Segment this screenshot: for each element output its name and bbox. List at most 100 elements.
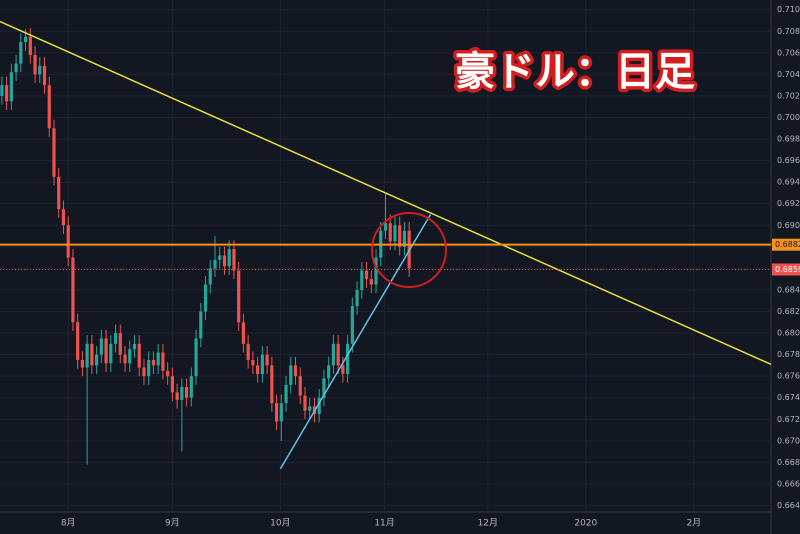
candle-body xyxy=(71,257,75,323)
candle-body xyxy=(355,289,359,307)
candle-body xyxy=(199,311,203,339)
candle-body xyxy=(113,333,118,344)
candle-body xyxy=(350,306,354,344)
candle-body xyxy=(237,270,241,323)
candle-body xyxy=(14,63,18,73)
candle-body xyxy=(175,392,179,400)
candle-body xyxy=(270,365,274,404)
candle-body xyxy=(293,365,298,377)
candle-body xyxy=(383,223,388,231)
candle-body xyxy=(109,343,113,364)
candle-body xyxy=(95,354,99,366)
candle-body xyxy=(360,270,364,290)
candle-body xyxy=(298,376,302,396)
candle-body xyxy=(99,338,103,355)
candle-body xyxy=(42,65,47,86)
candle-body xyxy=(227,248,231,267)
candle-body xyxy=(232,248,236,271)
candle-body xyxy=(123,354,127,364)
price-tag-label: 0.6859 xyxy=(775,265,800,274)
candle-body xyxy=(402,230,407,247)
candle-body xyxy=(90,343,94,366)
candle-body xyxy=(364,270,369,280)
x-tick-label: 2月 xyxy=(686,518,701,529)
x-tick-label: 9月 xyxy=(165,518,180,529)
candle-body xyxy=(203,284,208,312)
candle-body xyxy=(393,225,397,242)
x-tick-label: 12月 xyxy=(478,518,498,529)
candle-body xyxy=(208,268,212,285)
candle-body xyxy=(336,343,340,366)
price-tag xyxy=(772,263,800,276)
candle-body xyxy=(369,279,373,285)
candle-body xyxy=(57,176,61,210)
candle-body xyxy=(80,360,85,368)
candle-body xyxy=(398,225,402,247)
candle-body xyxy=(317,397,321,414)
candle-body xyxy=(85,343,89,368)
candle-body xyxy=(284,384,288,404)
candle-body xyxy=(194,338,198,377)
chart-title: 豪ドル：日足 xyxy=(455,49,695,95)
candle-body xyxy=(161,352,165,371)
candle-body xyxy=(151,360,156,366)
trend-line xyxy=(0,20,772,366)
candle-body xyxy=(142,367,146,377)
candle-body xyxy=(166,370,170,377)
candle-body xyxy=(327,365,331,379)
candle-body xyxy=(52,128,56,177)
candle-body xyxy=(19,42,23,64)
candle-body xyxy=(156,352,160,366)
candle-body xyxy=(265,354,269,366)
candle-body xyxy=(38,65,42,75)
candle-body xyxy=(180,386,184,400)
candle-body xyxy=(137,343,141,368)
candle-body xyxy=(118,333,122,355)
price-tag-label: 0.6882 xyxy=(775,240,800,249)
candle-body xyxy=(33,54,37,75)
candle-body xyxy=(76,322,80,361)
candle-body xyxy=(289,365,293,385)
y-tick-label: 0.6640 xyxy=(777,501,800,510)
trend-line xyxy=(279,214,432,470)
candle-body xyxy=(0,85,4,96)
candle-body xyxy=(251,360,255,366)
price-tag xyxy=(772,238,800,251)
candle-body xyxy=(213,259,217,269)
x-tick-label: 10月 xyxy=(270,518,290,529)
candle-body xyxy=(184,386,189,398)
candle-body xyxy=(388,223,392,242)
candle-body xyxy=(104,338,108,364)
candle-body xyxy=(341,365,345,375)
candle-body xyxy=(222,255,227,267)
candle-body xyxy=(47,85,51,129)
candle-body xyxy=(66,225,70,258)
candle-body xyxy=(260,354,264,375)
candle-body xyxy=(256,365,260,375)
candle-body xyxy=(5,85,9,102)
candle-body xyxy=(132,343,137,350)
candle-body xyxy=(9,72,13,102)
candle-body xyxy=(170,376,174,393)
candle-body xyxy=(331,343,336,366)
candle-body xyxy=(279,403,283,422)
